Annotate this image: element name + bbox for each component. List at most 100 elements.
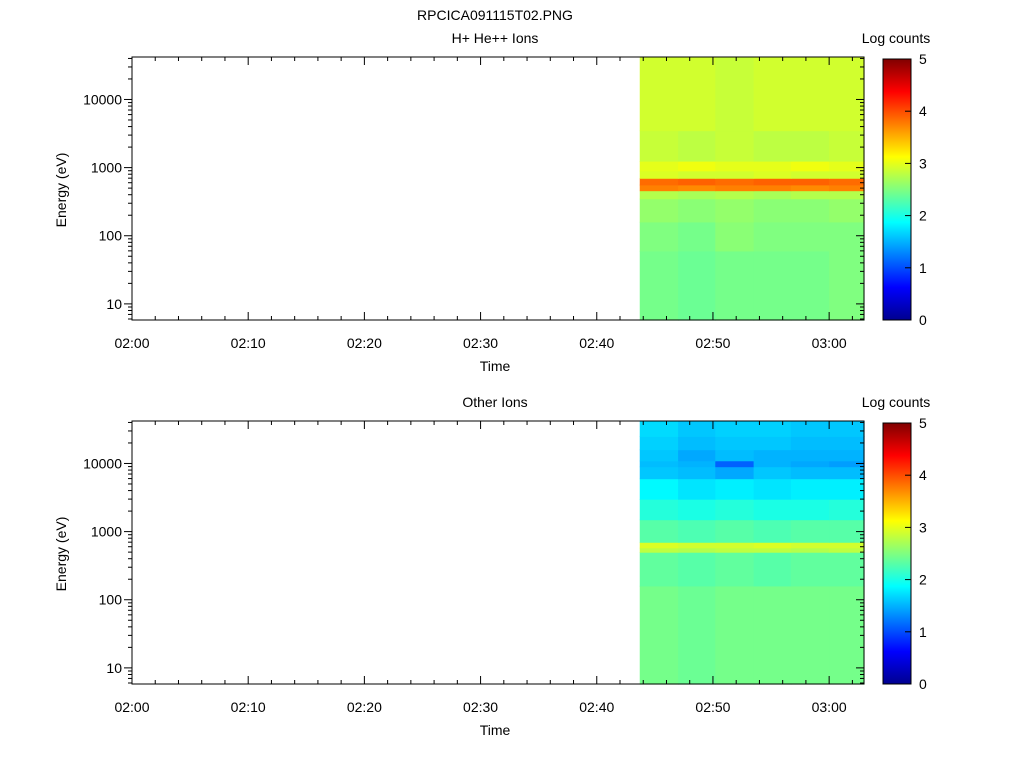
heatmap-cell — [715, 57, 755, 132]
heatmap-cell — [715, 190, 755, 200]
heatmap-cell — [715, 184, 755, 192]
heatmap-cell — [753, 542, 792, 549]
x-axis-label: Time — [480, 722, 511, 738]
heatmap-cell — [715, 585, 755, 685]
heatmap-cell — [678, 436, 716, 451]
panel-title: H+ He++ Ions — [452, 30, 539, 46]
heatmap-cell — [715, 499, 755, 521]
heatmap-cell — [829, 178, 865, 186]
heatmap-cell — [829, 421, 865, 437]
colorbar-tick-label: 1 — [919, 260, 927, 276]
heatmap-cell — [678, 178, 716, 186]
heatmap-cell — [715, 436, 755, 451]
y-tick-label: 10 — [106, 296, 122, 312]
heatmap-cell — [639, 519, 679, 543]
heatmap-cell — [639, 449, 679, 462]
x-axis-label: Time — [480, 358, 511, 374]
heatmap-cells — [639, 421, 865, 685]
heatmap-cell — [639, 250, 679, 321]
colorbar-tick-label: 2 — [919, 208, 927, 224]
heatmap-cell — [715, 547, 755, 553]
heatmap-cell — [790, 478, 830, 500]
heatmap-cell — [790, 130, 830, 162]
heatmap-cell — [678, 552, 716, 587]
heatmap-cell — [753, 170, 792, 179]
heatmap-cell — [790, 170, 830, 179]
heatmap-cell — [639, 178, 679, 186]
heatmap-cell — [715, 478, 755, 500]
heatmap-cell — [829, 460, 865, 468]
heatmap-cell — [753, 552, 792, 587]
panel-title: Other Ions — [462, 394, 527, 410]
heatmap-cell — [753, 190, 792, 200]
heatmap-cell — [829, 499, 865, 521]
heatmap-cell — [753, 184, 792, 192]
x-tick-label: 02:30 — [463, 699, 498, 715]
heatmap-cell — [678, 449, 716, 462]
heatmap-cell — [715, 519, 755, 543]
heatmap-cell — [790, 184, 830, 192]
heatmap-cell — [715, 542, 755, 549]
heatmap-cells — [639, 57, 865, 321]
heatmap-cell — [639, 466, 679, 480]
y-tick-label: 100 — [99, 592, 123, 608]
heatmap-cell — [829, 449, 865, 462]
heatmap-cell — [829, 184, 865, 192]
heatmap-cell — [678, 547, 716, 553]
heatmap-cell — [829, 436, 865, 451]
heatmap-cell — [715, 178, 755, 186]
colorbar-tick-label: 4 — [919, 467, 927, 483]
x-tick-label: 03:00 — [812, 699, 847, 715]
y-tick-label: 10000 — [83, 91, 122, 107]
heatmap-cell — [829, 542, 865, 549]
colorbar-tick-label: 3 — [919, 519, 927, 535]
colorbar-tick-label: 1 — [919, 624, 927, 640]
heatmap-cell — [790, 460, 830, 468]
x-tick-label: 02:40 — [579, 335, 614, 351]
heatmap-cell — [790, 250, 830, 321]
heatmap-cell — [678, 421, 716, 437]
heatmap-cell — [790, 519, 830, 543]
colorbar-label: Log counts — [862, 30, 931, 46]
heatmap-cell — [790, 449, 830, 462]
heatmap-cell — [753, 198, 792, 223]
x-tick-label: 02:00 — [114, 699, 149, 715]
heatmap-cell — [715, 552, 755, 587]
heatmap-cell — [715, 449, 755, 462]
heatmap-cell — [753, 221, 792, 252]
colorbar-tick-label: 3 — [919, 155, 927, 171]
y-tick-label: 10000 — [83, 455, 122, 471]
heatmap-cell — [753, 130, 792, 162]
heatmap-cell — [678, 460, 716, 468]
heatmap-cell — [639, 198, 679, 223]
heatmap-cell — [639, 190, 679, 200]
heatmap-cell — [715, 221, 755, 252]
y-tick-label: 1000 — [91, 524, 122, 540]
figure-title: RPCICA091115T02.PNG — [417, 7, 573, 23]
x-tick-label: 02:50 — [695, 699, 730, 715]
colorbar-label: Log counts — [862, 394, 931, 410]
heatmap-cell — [753, 436, 792, 451]
heatmap-cell — [639, 478, 679, 500]
heatmap-cell — [639, 170, 679, 179]
heatmap-cell — [790, 499, 830, 521]
heatmap-cell — [753, 250, 792, 321]
heatmap-cell — [678, 161, 716, 172]
heatmap-cell — [753, 585, 792, 685]
x-tick-label: 02:10 — [231, 335, 266, 351]
y-tick-label: 100 — [99, 228, 123, 244]
heatmap-cell — [639, 585, 679, 685]
heatmap-cell — [829, 478, 865, 500]
heatmap-cell — [753, 421, 792, 437]
heatmap-cell — [753, 466, 792, 480]
heatmap-cell — [678, 184, 716, 192]
heatmap-cell — [678, 198, 716, 223]
colorbar: 0 1 2 3 4 5 — [882, 51, 927, 328]
heatmap-cell — [829, 466, 865, 480]
heatmap-cell — [715, 466, 755, 480]
y-tick-label: 1000 — [91, 160, 122, 176]
heatmap-cell — [715, 161, 755, 172]
y-axis-label: Energy (eV) — [53, 517, 69, 592]
heatmap-cell — [790, 436, 830, 451]
